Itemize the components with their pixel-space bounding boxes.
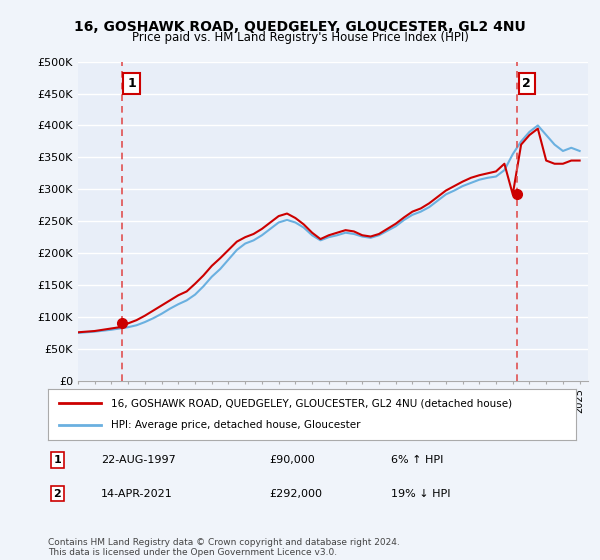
- Text: 19% ↓ HPI: 19% ↓ HPI: [391, 488, 451, 498]
- Text: £292,000: £292,000: [270, 488, 323, 498]
- Text: Contains HM Land Registry data © Crown copyright and database right 2024.
This d: Contains HM Land Registry data © Crown c…: [48, 538, 400, 557]
- Text: 22-AUG-1997: 22-AUG-1997: [101, 455, 176, 465]
- Text: £90,000: £90,000: [270, 455, 316, 465]
- Text: 16, GOSHAWK ROAD, QUEDGELEY, GLOUCESTER, GL2 4NU (detached house): 16, GOSHAWK ROAD, QUEDGELEY, GLOUCESTER,…: [112, 398, 512, 408]
- Text: 6% ↑ HPI: 6% ↑ HPI: [391, 455, 443, 465]
- Text: 1: 1: [53, 455, 61, 465]
- Text: 2: 2: [53, 488, 61, 498]
- Text: 16, GOSHAWK ROAD, QUEDGELEY, GLOUCESTER, GL2 4NU: 16, GOSHAWK ROAD, QUEDGELEY, GLOUCESTER,…: [74, 20, 526, 34]
- Text: HPI: Average price, detached house, Gloucester: HPI: Average price, detached house, Glou…: [112, 421, 361, 431]
- Text: 14-APR-2021: 14-APR-2021: [101, 488, 173, 498]
- Text: 2: 2: [523, 77, 531, 90]
- Text: Price paid vs. HM Land Registry's House Price Index (HPI): Price paid vs. HM Land Registry's House …: [131, 31, 469, 44]
- Text: 1: 1: [127, 77, 136, 90]
